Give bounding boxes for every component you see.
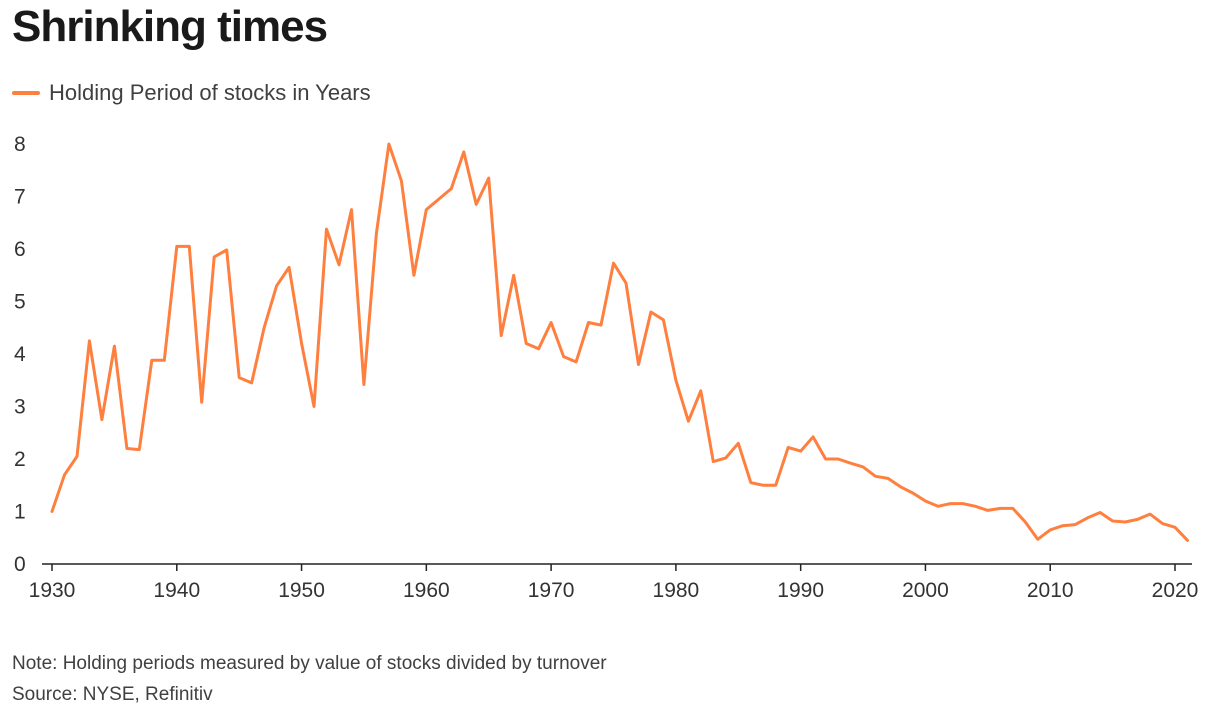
y-tick-label: 3	[14, 396, 26, 419]
y-tick-label: 7	[14, 186, 26, 209]
legend-swatch	[12, 91, 40, 95]
y-tick-label: 1	[14, 501, 26, 524]
x-tick-label: 1990	[777, 579, 824, 602]
y-tick-label: 4	[14, 343, 26, 366]
x-tick-label: 1940	[153, 579, 200, 602]
legend-label: Holding Period of stocks in Years	[49, 80, 371, 105]
x-tick-label: 2010	[1027, 579, 1074, 602]
chart-note: Note: Holding periods measured by value …	[12, 653, 607, 674]
x-tick-label: 2020	[1152, 579, 1199, 602]
y-tick-label: 5	[14, 291, 26, 314]
y-tick-label: 0	[14, 553, 26, 576]
series-line-holding-period	[50, 142, 1189, 542]
x-tick-label: 2000	[902, 579, 949, 602]
x-tick-label: 1970	[528, 579, 575, 602]
x-tick-label: 1980	[653, 579, 700, 602]
y-tick-label: 8	[14, 133, 26, 156]
x-tick-label: 1930	[29, 579, 76, 602]
chart-source: Source: NYSE, Refinitiv	[12, 684, 213, 705]
x-tick-label: 1960	[403, 579, 450, 602]
y-tick-label: 6	[14, 238, 26, 261]
chart-title: Shrinking times	[12, 2, 328, 51]
legend: Holding Period of stocks in Years	[12, 80, 371, 106]
x-tick-label: 1950	[278, 579, 325, 602]
y-tick-label: 2	[14, 448, 26, 471]
